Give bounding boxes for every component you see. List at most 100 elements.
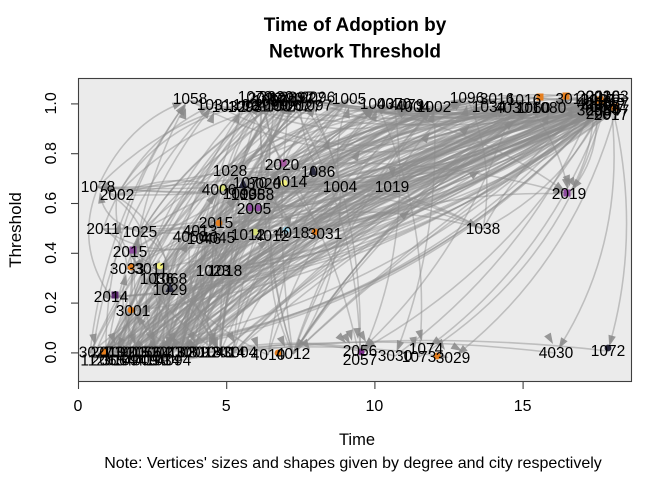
svg-text:1094: 1094 xyxy=(113,353,148,370)
svg-text:1060: 1060 xyxy=(516,100,551,117)
svg-text:1015: 1015 xyxy=(591,92,625,109)
svg-text:1072: 1072 xyxy=(591,343,625,360)
svg-text:Time of Adoption by: Time of Adoption by xyxy=(264,15,447,36)
svg-text:3011: 3011 xyxy=(555,91,588,108)
svg-text:2010: 2010 xyxy=(91,345,126,362)
svg-text:4094: 4094 xyxy=(157,353,192,370)
svg-text:0.4: 0.4 xyxy=(43,242,60,264)
svg-text:Note: Vertices' sizes and shap: Note: Vertices' sizes and shapes given b… xyxy=(104,455,602,472)
svg-text:1070: 1070 xyxy=(238,89,273,106)
svg-text:1036: 1036 xyxy=(140,271,174,288)
svg-text:3033: 3033 xyxy=(110,261,144,278)
svg-text:1090: 1090 xyxy=(103,345,138,362)
svg-text:4077: 4077 xyxy=(581,99,615,116)
svg-text:2014: 2014 xyxy=(94,289,129,306)
svg-text:2020: 2020 xyxy=(265,157,300,174)
svg-text:3007: 3007 xyxy=(595,103,629,120)
svg-text:1005: 1005 xyxy=(332,91,366,108)
svg-text:2015: 2015 xyxy=(113,244,147,261)
svg-text:4012: 4012 xyxy=(276,346,310,363)
svg-text:1019: 1019 xyxy=(375,179,409,196)
svg-text:3009: 3009 xyxy=(175,345,209,362)
svg-text:Threshold: Threshold xyxy=(6,192,25,268)
svg-text:1086: 1086 xyxy=(301,164,335,181)
svg-text:1004: 1004 xyxy=(323,179,358,196)
svg-text:3004: 3004 xyxy=(223,345,258,362)
svg-text:3029: 3029 xyxy=(436,350,470,367)
svg-text:1073: 1073 xyxy=(402,349,436,366)
svg-text:1057: 1057 xyxy=(591,99,625,116)
svg-text:Network Threshold: Network Threshold xyxy=(269,42,441,63)
svg-text:1103: 1103 xyxy=(595,89,628,106)
svg-text:2056: 2056 xyxy=(343,343,377,360)
svg-text:5: 5 xyxy=(222,398,231,415)
svg-text:4012: 4012 xyxy=(255,228,289,245)
svg-text:4070: 4070 xyxy=(377,96,412,113)
svg-text:4045: 4045 xyxy=(201,230,235,247)
svg-text:2027: 2027 xyxy=(287,99,321,116)
svg-text:2015: 2015 xyxy=(199,215,233,232)
svg-text:3016: 3016 xyxy=(480,91,514,108)
svg-text:2065: 2065 xyxy=(91,353,125,370)
svg-text:1068: 1068 xyxy=(153,271,187,288)
svg-text:1120: 1120 xyxy=(80,353,114,370)
svg-text:2003: 2003 xyxy=(577,89,611,106)
svg-text:0.8: 0.8 xyxy=(43,142,60,164)
svg-text:3005: 3005 xyxy=(115,345,149,362)
svg-text:2044: 2044 xyxy=(586,103,621,120)
svg-text:4008: 4008 xyxy=(163,345,197,362)
svg-text:1080: 1080 xyxy=(532,100,567,117)
svg-text:3064: 3064 xyxy=(102,353,137,370)
svg-text:3097: 3097 xyxy=(581,92,615,109)
svg-text:2007: 2007 xyxy=(586,106,620,123)
svg-text:1088: 1088 xyxy=(240,187,274,204)
svg-text:1003: 1003 xyxy=(360,96,394,113)
svg-text:2020: 2020 xyxy=(248,91,283,108)
svg-text:4010: 4010 xyxy=(251,347,286,364)
svg-text:3001: 3001 xyxy=(116,303,150,320)
svg-text:2017: 2017 xyxy=(594,107,628,124)
svg-text:0.6: 0.6 xyxy=(43,192,60,214)
svg-text:1012: 1012 xyxy=(231,227,265,244)
svg-text:3027: 3027 xyxy=(79,345,113,362)
svg-text:1017: 1017 xyxy=(243,99,277,116)
svg-text:Time: Time xyxy=(339,431,375,449)
svg-text:4008: 4008 xyxy=(577,96,611,113)
svg-text:3055: 3055 xyxy=(577,103,611,120)
svg-text:2018: 2018 xyxy=(187,345,221,362)
svg-text:1074: 1074 xyxy=(409,341,444,358)
svg-text:2097: 2097 xyxy=(280,90,314,107)
svg-text:3020: 3020 xyxy=(247,176,282,193)
svg-text:3031: 3031 xyxy=(308,226,342,243)
svg-text:2019: 2019 xyxy=(552,186,586,203)
svg-text:4004: 4004 xyxy=(396,99,431,116)
svg-text:1023: 1023 xyxy=(196,263,230,280)
svg-text:1096: 1096 xyxy=(450,90,484,107)
svg-text:2090: 2090 xyxy=(254,97,289,114)
svg-text:1025: 1025 xyxy=(123,224,157,241)
svg-text:4079: 4079 xyxy=(390,97,424,114)
svg-text:1058: 1058 xyxy=(173,91,207,108)
svg-text:2002: 2002 xyxy=(100,187,134,204)
svg-text:0: 0 xyxy=(74,398,83,415)
svg-text:15: 15 xyxy=(514,398,532,415)
svg-text:1090: 1090 xyxy=(269,91,304,108)
svg-text:1018: 1018 xyxy=(208,263,242,280)
svg-text:2016: 2016 xyxy=(586,89,620,106)
svg-text:1093: 1093 xyxy=(228,99,262,116)
svg-text:4013: 4013 xyxy=(183,223,217,240)
svg-text:2007: 2007 xyxy=(271,94,305,111)
svg-text:0.0: 0.0 xyxy=(43,341,60,363)
svg-text:1070: 1070 xyxy=(233,175,268,192)
svg-text:4014: 4014 xyxy=(273,174,308,191)
svg-text:1034: 1034 xyxy=(472,99,507,116)
svg-text:2014: 2014 xyxy=(211,345,246,362)
svg-text:2011: 2011 xyxy=(86,221,119,238)
svg-text:2066: 2066 xyxy=(127,345,161,362)
svg-text:3011: 3011 xyxy=(134,261,167,278)
svg-text:2088: 2088 xyxy=(586,96,620,113)
svg-text:1093: 1093 xyxy=(223,186,257,203)
svg-text:4006: 4006 xyxy=(202,182,236,199)
svg-text:1007: 1007 xyxy=(265,99,299,116)
svg-text:4050: 4050 xyxy=(173,229,208,246)
